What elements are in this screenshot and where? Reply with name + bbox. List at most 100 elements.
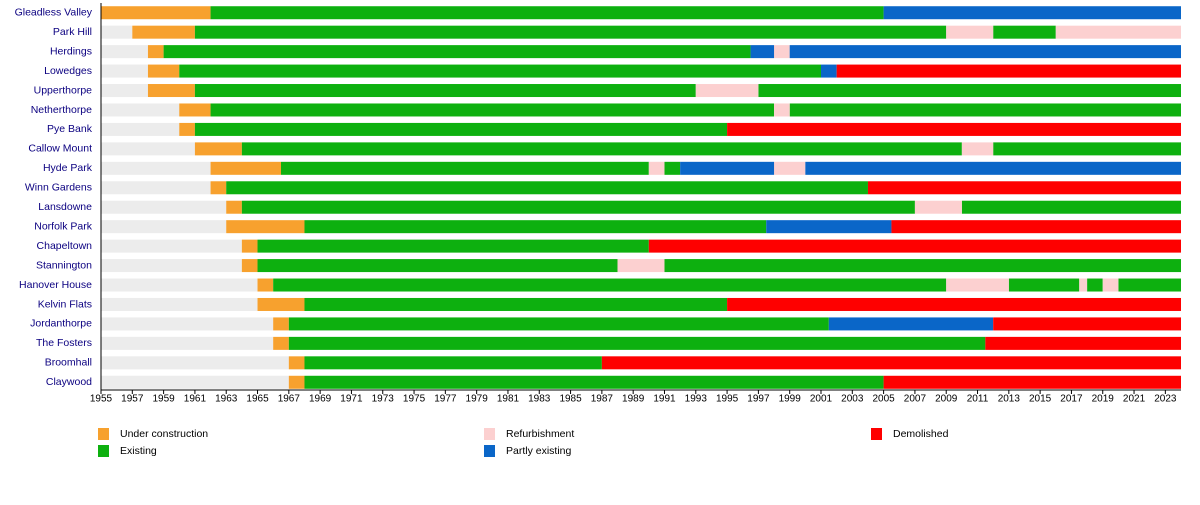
segment <box>304 297 728 311</box>
x-tick-label: 2021 <box>1123 394 1146 405</box>
category-label: Lansdowne <box>38 201 92 213</box>
segment <box>789 103 1181 117</box>
segment <box>226 181 868 195</box>
segment <box>304 220 767 234</box>
segment <box>883 375 1181 389</box>
segment <box>210 161 281 175</box>
track <box>101 317 274 331</box>
segment <box>147 64 180 78</box>
x-tick-label: 2023 <box>1154 394 1177 405</box>
x-tick-label: 1971 <box>340 394 363 405</box>
x-tick-label: 1985 <box>559 394 582 405</box>
track <box>101 375 289 389</box>
x-tick-label: 1997 <box>747 394 770 405</box>
track <box>101 25 133 39</box>
segment <box>179 103 211 117</box>
segment <box>226 220 305 234</box>
track <box>101 84 148 98</box>
segment <box>179 122 195 136</box>
category-label: Claywood <box>46 376 92 388</box>
legend-label: Existing <box>120 445 157 457</box>
segment <box>993 25 1056 39</box>
segment <box>281 161 649 175</box>
segment <box>985 336 1181 350</box>
track <box>101 161 211 175</box>
segment <box>273 317 289 331</box>
segment <box>648 161 665 175</box>
segment <box>101 6 211 20</box>
x-tick-label: 1993 <box>685 394 708 405</box>
x-tick-label: 1979 <box>466 394 489 405</box>
segment <box>304 375 884 389</box>
segment <box>147 84 195 98</box>
segment <box>946 25 994 39</box>
segment <box>766 220 892 234</box>
segment <box>210 103 775 117</box>
segment <box>179 64 821 78</box>
x-tick-label: 1999 <box>779 394 802 405</box>
segment <box>194 142 242 156</box>
legend-label: Under construction <box>120 428 208 440</box>
x-tick-label: 1963 <box>215 394 238 405</box>
track <box>101 200 227 214</box>
segment <box>257 297 305 311</box>
track <box>101 336 274 350</box>
segment <box>1079 278 1088 292</box>
track <box>101 103 180 117</box>
x-tick-label: 1969 <box>309 394 332 405</box>
legend-swatch <box>98 428 109 440</box>
segment <box>1102 278 1119 292</box>
segment <box>601 356 1181 370</box>
x-tick-label: 1975 <box>403 394 426 405</box>
x-tick-label: 1981 <box>497 394 520 405</box>
segment <box>727 122 1181 136</box>
segment <box>194 84 696 98</box>
segment <box>961 200 1181 214</box>
category-label: Callow Mount <box>28 143 92 155</box>
segment <box>288 356 305 370</box>
x-tick-label: 2005 <box>872 394 895 405</box>
segment <box>946 278 1009 292</box>
segment <box>695 84 759 98</box>
segment <box>288 375 305 389</box>
legend-swatch <box>484 428 495 440</box>
segment <box>680 161 775 175</box>
category-label: Netherthorpe <box>31 104 92 116</box>
segment <box>194 25 947 39</box>
category-label: Stannington <box>36 259 92 271</box>
category-label: Jordanthorpe <box>30 318 92 330</box>
x-tick-label: 1955 <box>90 394 113 405</box>
segment <box>727 297 1181 311</box>
segment <box>836 64 1181 78</box>
x-tick-label: 2001 <box>810 394 833 405</box>
category-label: Broomhall <box>45 357 92 369</box>
segment <box>993 142 1181 156</box>
segment <box>210 181 227 195</box>
segment <box>241 142 962 156</box>
x-tick-label: 1995 <box>716 394 739 405</box>
x-tick-label: 1991 <box>653 394 676 405</box>
x-tick-label: 2003 <box>841 394 864 405</box>
category-label: Winn Gardens <box>25 182 92 194</box>
segment <box>226 200 242 214</box>
legend-swatch <box>98 445 109 457</box>
x-tick-label: 1977 <box>434 394 457 405</box>
category-label: Park Hill <box>53 26 92 38</box>
segment <box>163 45 751 59</box>
segment <box>288 336 986 350</box>
track <box>101 239 242 253</box>
x-tick-label: 2017 <box>1060 394 1083 405</box>
x-tick-label: 1987 <box>591 394 614 405</box>
category-label: Hanover House <box>19 279 92 291</box>
track <box>101 278 258 292</box>
track <box>101 45 148 59</box>
category-label: Hyde Park <box>43 162 93 174</box>
x-tick-label: 1967 <box>278 394 301 405</box>
segment <box>883 6 1181 20</box>
legend-label: Refurbishment <box>506 428 574 440</box>
segment <box>774 161 806 175</box>
segment <box>758 84 1181 98</box>
category-label: Lowedges <box>44 65 92 77</box>
segment <box>867 181 1181 195</box>
